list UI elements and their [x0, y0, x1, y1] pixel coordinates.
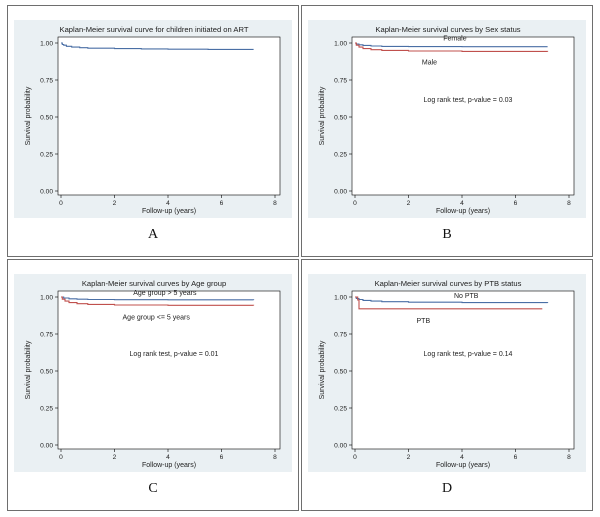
- survival-curve-female: [355, 42, 548, 48]
- chart-title: Kaplan-Meier survival curves by Age grou…: [82, 279, 226, 288]
- plot-area: [57, 36, 281, 196]
- x-tick-label: 2: [407, 200, 411, 207]
- x-axis-label: Follow-up (years): [436, 462, 490, 469]
- chart-title: Kaplan-Meier survival curves by PTB stat…: [375, 279, 522, 288]
- y-tick-label: 0.75: [334, 331, 347, 338]
- x-tick-label: 4: [460, 454, 464, 461]
- survival-curve-ptb: [355, 296, 543, 310]
- y-tick-label: 0.75: [334, 77, 347, 84]
- km-chart-c: Kaplan-Meier survival curves by Age grou…: [14, 274, 292, 472]
- x-tick-label: 6: [220, 454, 224, 461]
- logrank-annotation: Log rank test, p-value = 0.03: [424, 97, 513, 104]
- panel-c-cell: Kaplan-Meier survival curves by Age grou…: [7, 259, 299, 511]
- y-tick-label: 0.50: [334, 114, 347, 121]
- x-tick-label: 2: [407, 454, 411, 461]
- x-tick-label: 2: [113, 200, 117, 207]
- y-tick-label: 1.00: [40, 294, 53, 301]
- x-tick-label: 6: [514, 454, 518, 461]
- series-label: Age group > 5 years: [133, 290, 197, 297]
- panel-label-d: D: [441, 481, 453, 496]
- x-tick-label: 0: [59, 200, 63, 207]
- km-chart-b: Kaplan-Meier survival curves by Sex stat…: [308, 20, 586, 218]
- y-tick-label: 1.00: [334, 294, 347, 301]
- survival-curve-age-group-5-years: [61, 296, 255, 301]
- series-label: Male: [422, 60, 437, 67]
- logrank-annotation: Log rank test, p-value = 0.01: [130, 351, 219, 358]
- y-tick-label: 0.00: [334, 188, 347, 195]
- series-label: No PTB: [454, 293, 479, 300]
- series-label: PTB: [417, 318, 431, 325]
- y-tick-label: 0.00: [334, 442, 347, 449]
- y-axis-label: Survival probability: [25, 340, 32, 399]
- series-label: Age group <= 5 years: [123, 314, 191, 321]
- x-axis-label: Follow-up (years): [436, 208, 490, 215]
- y-tick-label: 0.00: [40, 442, 53, 449]
- survival-curve-all: [61, 42, 254, 50]
- x-tick-label: 4: [166, 200, 170, 207]
- survival-curve-male: [355, 42, 549, 52]
- x-tick-label: 8: [273, 454, 277, 461]
- x-axis-label: Follow-up (years): [142, 462, 196, 469]
- panel-b-cell: Kaplan-Meier survival curves by Sex stat…: [301, 5, 593, 257]
- km-chart-a: Kaplan-Meier survival curve for children…: [14, 20, 292, 218]
- panel-label-a: A: [147, 227, 159, 242]
- logrank-annotation: Log rank test, p-value = 0.14: [424, 351, 513, 358]
- plot-area: [57, 290, 281, 450]
- x-tick-label: 0: [59, 454, 63, 461]
- y-axis-label: Survival probability: [319, 340, 326, 399]
- chart-title: Kaplan-Meier survival curve for children…: [60, 25, 249, 34]
- x-tick-label: 6: [220, 200, 224, 207]
- x-tick-label: 8: [567, 454, 571, 461]
- panel-label-c: C: [148, 481, 158, 496]
- km-chart-d: Kaplan-Meier survival curves by PTB stat…: [308, 274, 586, 472]
- y-axis-label: Survival probability: [25, 86, 32, 145]
- y-tick-label: 0.50: [334, 368, 347, 375]
- y-tick-label: 0.75: [40, 331, 53, 338]
- plot-area: [351, 290, 575, 450]
- y-tick-label: 0.75: [40, 77, 53, 84]
- x-axis-label: Follow-up (years): [142, 208, 196, 215]
- y-axis-label: Survival probability: [319, 86, 326, 145]
- survival-curve-age-group-5-years: [61, 296, 255, 306]
- panel-label-b: B: [442, 227, 452, 242]
- y-tick-label: 0.25: [334, 151, 347, 158]
- plot-area: [351, 36, 575, 196]
- panel-d-cell: Kaplan-Meier survival curves by PTB stat…: [301, 259, 593, 511]
- series-label: Female: [443, 36, 466, 43]
- x-tick-label: 2: [113, 454, 117, 461]
- panel-a-cell: Kaplan-Meier survival curve for children…: [7, 5, 299, 257]
- x-tick-label: 8: [273, 200, 277, 207]
- x-tick-label: 0: [353, 200, 357, 207]
- y-tick-label: 1.00: [40, 40, 53, 47]
- y-tick-label: 0.50: [40, 368, 53, 375]
- y-tick-label: 0.25: [334, 405, 347, 412]
- x-tick-label: 6: [514, 200, 518, 207]
- chart-title: Kaplan-Meier survival curves by Sex stat…: [375, 25, 520, 34]
- x-tick-label: 4: [166, 454, 170, 461]
- y-tick-label: 0.25: [40, 151, 53, 158]
- x-tick-label: 4: [460, 200, 464, 207]
- y-tick-label: 0.25: [40, 405, 53, 412]
- y-tick-label: 0.00: [40, 188, 53, 195]
- x-tick-label: 0: [353, 454, 357, 461]
- y-tick-label: 0.50: [40, 114, 53, 121]
- y-tick-label: 1.00: [334, 40, 347, 47]
- x-tick-label: 8: [567, 200, 571, 207]
